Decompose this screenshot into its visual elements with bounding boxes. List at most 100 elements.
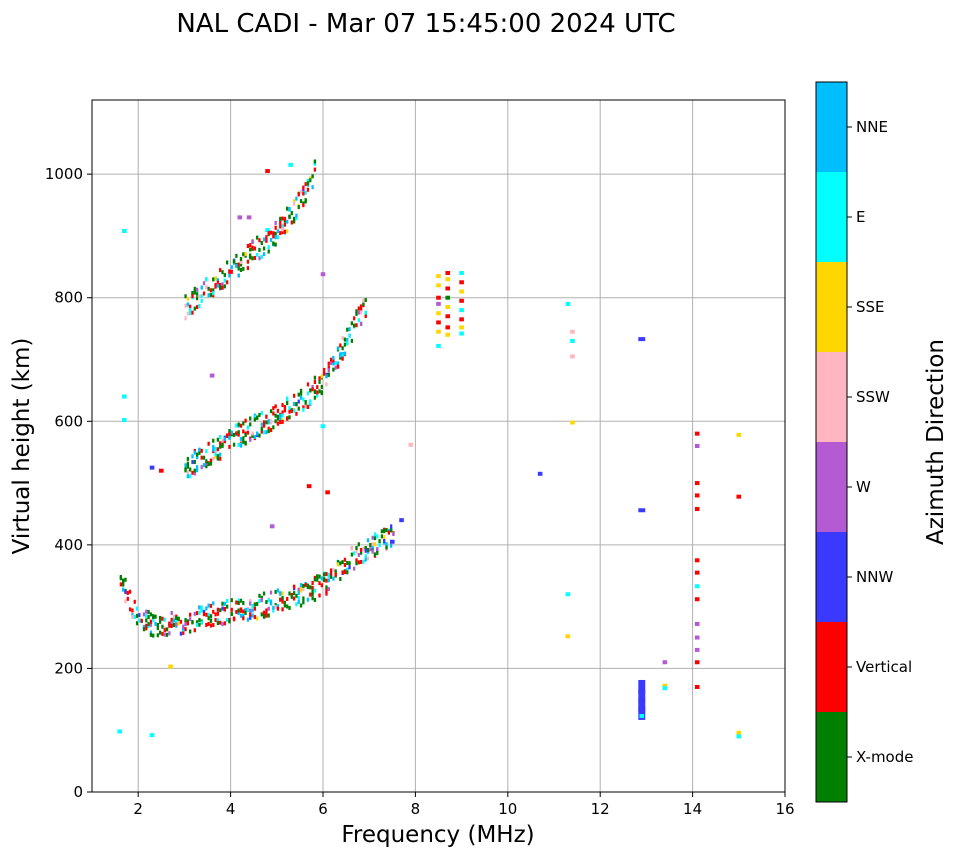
trace-echo — [214, 276, 217, 281]
trace-echo — [371, 549, 374, 554]
trace-echo — [320, 390, 323, 395]
trace-echo — [366, 548, 370, 553]
echo-point — [694, 570, 700, 575]
trace-echo — [249, 608, 252, 613]
trace-echo — [145, 626, 148, 631]
trace-echo — [325, 585, 328, 590]
trace-echo — [385, 545, 388, 550]
trace-echo — [163, 628, 166, 633]
trace-echo — [276, 416, 280, 421]
trace-echo — [292, 401, 296, 406]
trace-echo — [299, 603, 303, 608]
echo-point — [436, 295, 441, 300]
y-tick-label: 800 — [54, 289, 83, 307]
trace-echo — [260, 411, 263, 416]
trace-echo — [175, 615, 178, 620]
trace-echo — [193, 286, 196, 291]
trace-echo — [334, 572, 337, 577]
trace-echo — [189, 629, 192, 634]
trace-echo — [267, 419, 270, 424]
trace-echo — [329, 568, 333, 573]
echo-point — [694, 584, 700, 589]
trace-echo — [348, 333, 351, 338]
trace-echo — [262, 610, 266, 615]
trace-echo — [327, 365, 330, 370]
colorbar-segment — [816, 262, 847, 352]
trace-echo — [332, 358, 335, 363]
trace-echo — [249, 243, 252, 248]
echo-point — [408, 442, 414, 447]
trace-echo — [189, 467, 192, 472]
trace-echo — [267, 606, 270, 611]
trace-echo — [219, 456, 222, 461]
trace-echo — [295, 411, 298, 416]
trace-echo — [244, 607, 247, 612]
echo-point — [565, 634, 571, 639]
trace-echo — [198, 447, 201, 452]
trace-echo — [133, 615, 136, 620]
trace-echo — [316, 390, 319, 395]
echo-point — [117, 729, 123, 734]
trace-echo — [221, 443, 224, 448]
echo-point — [662, 660, 668, 665]
trace-echo — [154, 621, 157, 626]
trace-echo — [251, 433, 254, 438]
echo-point — [638, 508, 646, 513]
trace-echo — [225, 604, 229, 609]
echo-point — [149, 465, 155, 470]
trace-echo — [189, 304, 192, 309]
trace-echo — [249, 437, 252, 442]
echo-point — [694, 481, 700, 486]
trace-echo — [383, 529, 386, 534]
trace-echo — [195, 287, 199, 292]
trace-echo — [281, 607, 284, 612]
trace-echo — [253, 615, 257, 620]
trace-echo — [186, 311, 190, 316]
x-tick-label: 10 — [498, 800, 517, 818]
trace-echo — [281, 599, 284, 604]
trace-echo — [251, 613, 254, 618]
trace-echo — [292, 219, 296, 224]
trace-echo — [228, 431, 231, 436]
trace-echo — [237, 601, 240, 606]
trace-echo — [385, 542, 388, 547]
trace-echo — [214, 454, 217, 459]
trace-echo — [163, 617, 166, 622]
echo-point — [445, 286, 451, 291]
echo-point — [445, 295, 451, 300]
trace-echo — [279, 216, 282, 221]
trace-echo — [212, 291, 215, 296]
trace-echo — [145, 623, 148, 628]
echo-point — [694, 684, 700, 689]
trace-echo — [253, 417, 257, 422]
echo-point — [638, 679, 646, 694]
trace-echo — [191, 291, 194, 296]
trace-echo — [219, 434, 222, 439]
trace-echo — [135, 606, 139, 611]
trace-echo — [216, 280, 220, 285]
echo-point — [246, 215, 252, 220]
trace-echo — [205, 461, 208, 466]
trace-echo — [306, 181, 310, 186]
trace-echo — [302, 185, 305, 190]
x-axis-ticks: 2 4 6 8 10 12 14 16 — [133, 792, 795, 818]
trace-echo — [225, 433, 229, 438]
trace-echo — [246, 259, 250, 264]
trace-echo — [332, 367, 335, 372]
trace-echo — [228, 619, 231, 624]
trace-echo — [251, 256, 254, 261]
trace-echo — [251, 431, 254, 436]
trace-echo — [343, 557, 347, 562]
trace-echo — [158, 615, 162, 620]
colorbar: X-mode Vertical NNW W SSW SSE E NNE — [815, 81, 913, 803]
trace-echo — [246, 244, 250, 249]
trace-echo — [239, 260, 243, 265]
trace-echo — [304, 182, 307, 187]
colorbar-tick-label: NNW — [856, 568, 893, 586]
trace-echo — [193, 459, 196, 464]
trace-echo — [306, 178, 310, 183]
echo-point — [736, 432, 742, 437]
trace-echo — [343, 351, 347, 356]
trace-echo — [313, 577, 317, 582]
